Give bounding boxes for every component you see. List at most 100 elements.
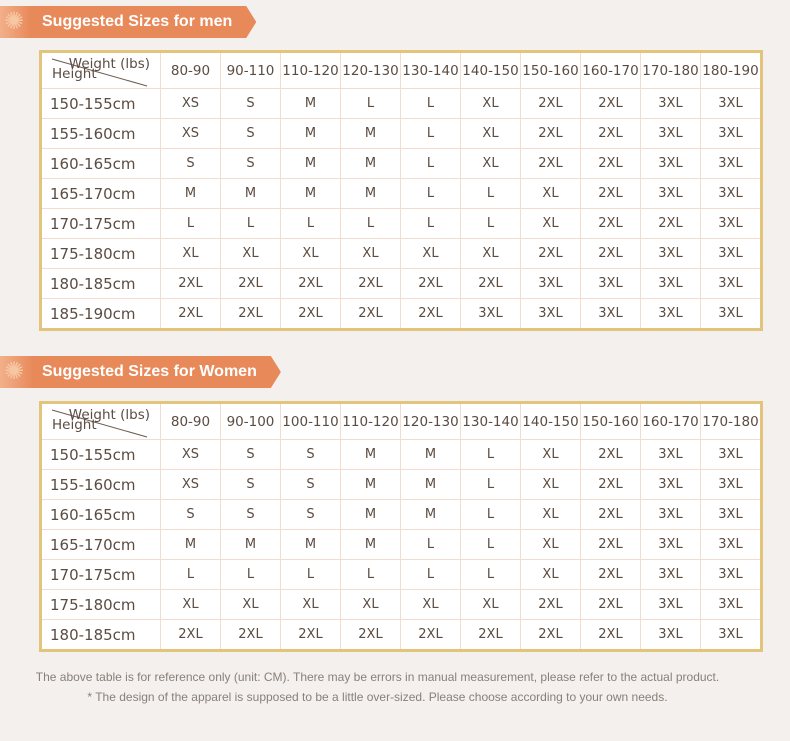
size-cell: L	[400, 559, 461, 590]
size-cell: M	[220, 529, 281, 560]
size-cell: 3XL	[700, 589, 762, 620]
size-cell: 3XL	[640, 298, 701, 330]
height-cell: 170-175cm	[40, 559, 161, 590]
height-cell: 170-175cm	[40, 208, 161, 239]
size-cell: 2XL	[520, 619, 581, 651]
size-cell: L	[460, 499, 521, 530]
size-cell: XL	[400, 589, 461, 620]
size-cell: M	[280, 178, 341, 209]
size-cell: 2XL	[580, 118, 641, 149]
table-row: 175-180cm XL XL XL XL XL XL 2XL 2XL 3XL 3XL	[40, 589, 762, 620]
size-cell: 3XL	[640, 559, 701, 590]
women-section-banner: ✺ Suggested Sizes for Women	[0, 356, 281, 388]
size-cell: 2XL	[400, 619, 461, 651]
size-cell: 2XL	[580, 499, 641, 530]
size-cell: S	[160, 499, 221, 530]
size-cell: 2XL	[220, 619, 281, 651]
height-cell: 155-160cm	[40, 469, 161, 500]
size-cell: 2XL	[520, 238, 581, 269]
size-cell: L	[400, 208, 461, 239]
size-cell: XL	[520, 469, 581, 500]
size-cell: L	[280, 559, 341, 590]
size-cell: 2XL	[580, 148, 641, 179]
weight-column-header: 130-140	[460, 402, 521, 440]
table-row: 155-160cm XS S S M M L XL 2XL 3XL 3XL	[40, 469, 762, 500]
weight-column-header: 150-160	[580, 402, 641, 440]
weight-column-header: 80-90	[160, 402, 221, 440]
size-cell: M	[340, 469, 401, 500]
size-cell: M	[340, 148, 401, 179]
size-cell: XS	[160, 88, 221, 119]
size-cell: 2XL	[340, 268, 401, 299]
size-cell: M	[280, 118, 341, 149]
size-cell: XL	[520, 499, 581, 530]
size-cell: L	[460, 178, 521, 209]
height-cell: 180-185cm	[40, 619, 161, 651]
size-cell: L	[340, 208, 401, 239]
size-cell: XL	[340, 238, 401, 269]
size-cell: XL	[460, 88, 521, 119]
size-cell: L	[160, 208, 221, 239]
men-size-table: Weight (lbs) Height 80-90 90-110 110-120 120-…	[39, 50, 763, 331]
size-cell: 2XL	[460, 619, 521, 651]
weight-column-header: 90-100	[220, 402, 281, 440]
size-cell: 2XL	[580, 589, 641, 620]
size-cell: L	[460, 559, 521, 590]
weight-column-header: 160-170	[640, 402, 701, 440]
table-row: 180-185cm 2XL 2XL 2XL 2XL 2XL 2XL 3XL 3XL 3XL 3XL	[40, 268, 762, 299]
size-cell: 2XL	[280, 619, 341, 651]
weight-column-header: 80-90	[160, 51, 221, 89]
height-cell: 160-165cm	[40, 148, 161, 179]
diagonal-line	[51, 409, 148, 438]
weight-column-header: 150-160	[520, 51, 581, 89]
size-cell: S	[280, 499, 341, 530]
header-row: Weight (lbs) Height 80-90 90-100 100-110 110-…	[40, 402, 762, 440]
size-cell: S	[220, 469, 281, 500]
size-cell: L	[340, 88, 401, 119]
flower-icon: ✺	[4, 358, 25, 385]
table-row: 185-190cm 2XL 2XL 2XL 2XL 2XL 3XL 3XL 3XL 3XL 3XL	[40, 298, 762, 330]
size-cell: 2XL	[580, 469, 641, 500]
size-cell: 3XL	[700, 469, 762, 500]
size-cell: 3XL	[640, 469, 701, 500]
women-size-table: Weight (lbs) Height 80-90 90-100 100-110 110-…	[39, 401, 763, 652]
table-row: 165-170cm M M M M L L XL 2XL 3XL 3XL	[40, 529, 762, 560]
size-cell: XL	[340, 589, 401, 620]
size-cell: XS	[160, 118, 221, 149]
size-cell: 2XL	[520, 589, 581, 620]
size-cell: XL	[460, 238, 521, 269]
size-cell: 2XL	[580, 559, 641, 590]
size-cell: 3XL	[700, 619, 762, 651]
weight-column-header: 140-150	[460, 51, 521, 89]
size-cell: XS	[160, 469, 221, 500]
size-cell: 2XL	[400, 298, 461, 330]
height-cell: 165-170cm	[40, 529, 161, 560]
size-cell: 2XL	[280, 268, 341, 299]
size-cell: S	[220, 148, 281, 179]
corner-cell: Weight (lbs) Height	[40, 51, 161, 89]
size-cell: L	[460, 439, 521, 470]
size-cell: 2XL	[520, 118, 581, 149]
weight-column-header: 120-130	[340, 51, 401, 89]
size-cell: 3XL	[700, 268, 762, 299]
size-cell: 3XL	[700, 439, 762, 470]
corner-cell: Weight (lbs) Height	[40, 402, 161, 440]
size-cell: 3XL	[700, 499, 762, 530]
height-cell: 185-190cm	[40, 298, 161, 330]
height-cell: 150-155cm	[40, 439, 161, 470]
size-cell: XL	[160, 589, 221, 620]
size-cell: M	[220, 178, 281, 209]
size-cell: M	[340, 178, 401, 209]
size-cell: L	[460, 529, 521, 560]
size-cell: L	[220, 208, 281, 239]
size-cell: 3XL	[640, 589, 701, 620]
table-row: 165-170cm M M M M L L XL 2XL 3XL 3XL	[40, 178, 762, 209]
size-cell: L	[460, 208, 521, 239]
weight-column-header: 170-180	[640, 51, 701, 89]
size-cell: 2XL	[160, 298, 221, 330]
weight-column-header: 110-120	[280, 51, 341, 89]
size-cell: XL	[220, 238, 281, 269]
weight-column-header: 180-190	[700, 51, 762, 89]
size-cell: XL	[220, 589, 281, 620]
size-cell: XL	[280, 589, 341, 620]
